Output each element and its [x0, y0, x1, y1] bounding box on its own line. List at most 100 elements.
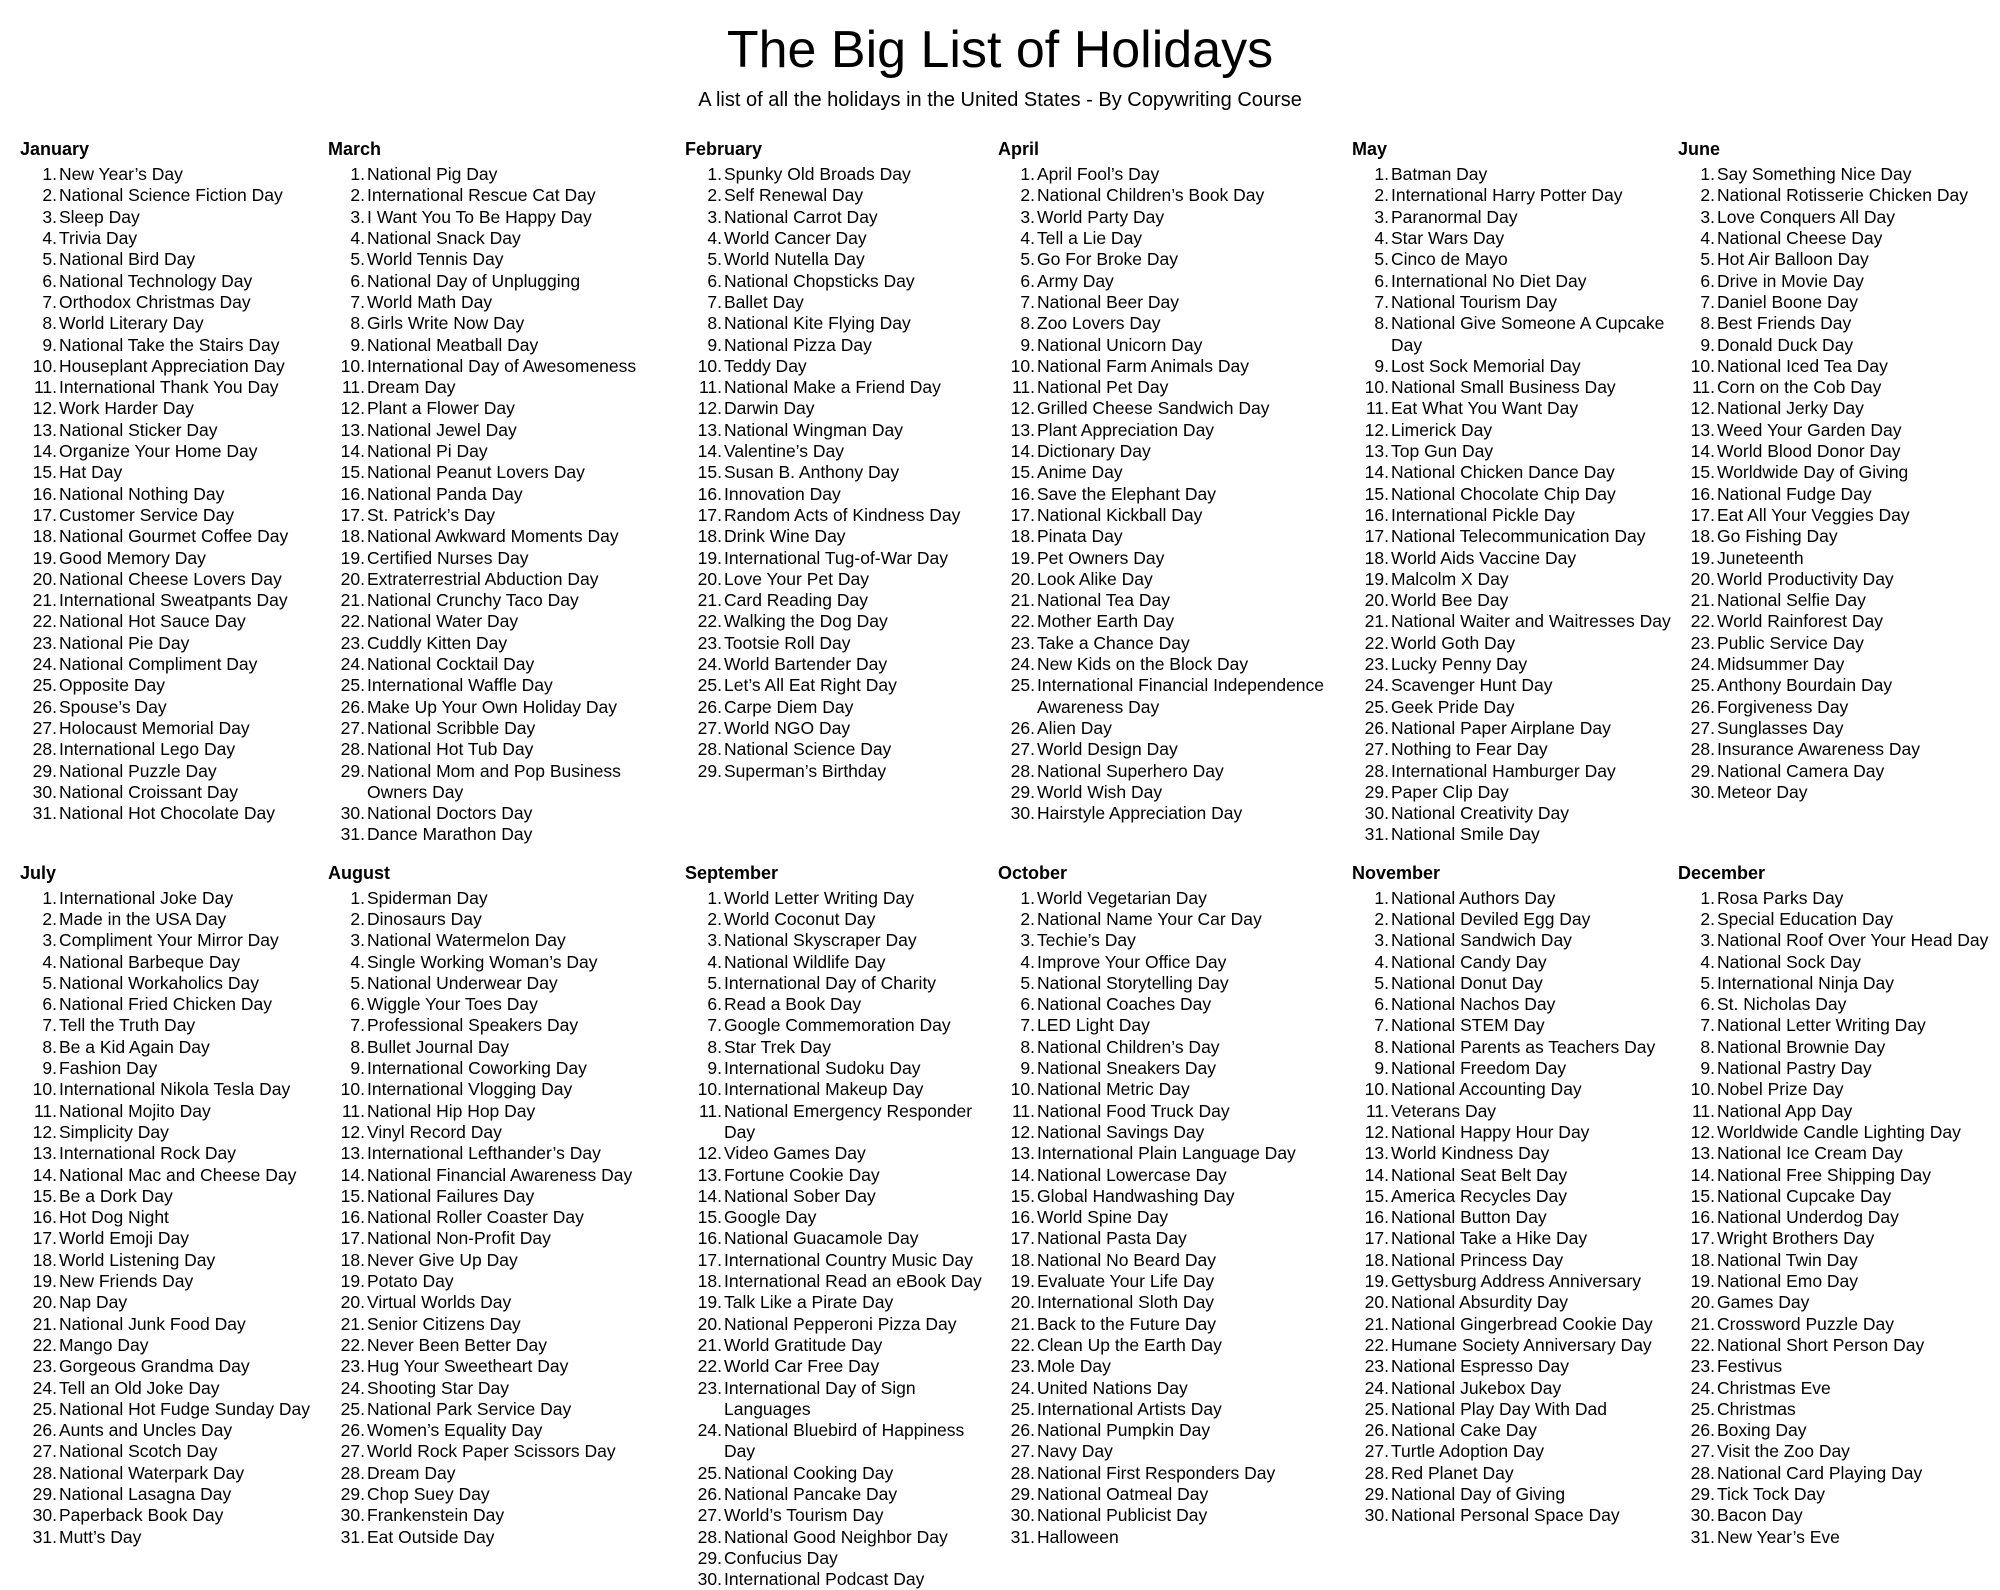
holiday-name: National Metric Day: [1037, 1079, 1190, 1100]
holiday-name: National Letter Writing Day: [1717, 1015, 1926, 1036]
holiday-name: New Year’s Eve: [1717, 1526, 1840, 1547]
holiday-item: 5. National Workaholics Day: [20, 973, 328, 994]
holiday-number: 22.: [1690, 1334, 1715, 1355]
holiday-name: National Day of Giving: [1391, 1484, 1566, 1504]
holiday-item: 10. National Metric Day: [998, 1079, 1352, 1100]
holiday-item: 5. Cinco de Mayo: [1352, 249, 1678, 270]
holiday-number: 4.: [1020, 228, 1035, 249]
holiday-name: International Nikola Tesla Day: [59, 1079, 291, 1100]
holiday-item: 12. National Happy Hour Day: [1352, 1122, 1678, 1143]
holiday-number: 15.: [1364, 1185, 1389, 1206]
holiday-name: National Pancake Day: [724, 1484, 898, 1504]
holiday-number: 9.: [707, 334, 722, 355]
holiday-item: 30. Paperback Book Day: [20, 1505, 328, 1526]
holiday-item: 12. Work Harder Day: [20, 398, 328, 419]
holiday-item: 22. National Short Person Day: [1678, 1335, 2000, 1356]
holiday-item: 26. Carpe Diem Day: [685, 697, 998, 718]
holiday-number: 3.: [1374, 930, 1389, 951]
holiday-name: International Plain Language Day: [1037, 1143, 1296, 1164]
holiday-name: Techie’s Day: [1037, 930, 1136, 951]
holiday-number: 2.: [350, 185, 365, 206]
holiday-number: 15.: [1690, 1185, 1715, 1206]
holiday-item: 3. National Sandwich Day: [1352, 930, 1678, 951]
holiday-name: Hot Air Balloon Day: [1717, 249, 1869, 270]
holiday-number: 11.: [33, 377, 57, 398]
holiday-name: International Sloth Day: [1037, 1292, 1215, 1313]
holiday-item: 19. Good Memory Day: [20, 548, 328, 569]
holiday-name: National Ice Cream Day: [1717, 1143, 1903, 1164]
holiday-item: 26. Women’s Equality Day: [328, 1420, 685, 1441]
holiday-name: International Rock Day: [59, 1143, 237, 1164]
holiday-number: 7.: [707, 291, 722, 312]
holiday-name: National Emo Day: [1717, 1271, 1859, 1292]
holiday-name: Lost Sock Memorial Day: [1391, 355, 1581, 376]
holiday-item: 8. National Children’s Day: [998, 1037, 1352, 1058]
holiday-number: 23.: [1010, 632, 1035, 653]
holiday-name: National Meatball Day: [367, 334, 539, 355]
holiday-name: Plant a Flower Day: [367, 398, 515, 419]
holiday-name: Tell an Old Joke Day: [59, 1377, 220, 1398]
holiday-number: 6.: [707, 270, 722, 291]
holiday-number: 13.: [697, 1164, 722, 1185]
holiday-number: 28.: [32, 1462, 57, 1483]
holiday-item: 3. Sleep Day: [20, 207, 328, 228]
holiday-name: World Nutella Day: [724, 249, 865, 270]
holiday-name: Superman’s Birthday: [724, 760, 887, 781]
holiday-item: 18. World Listening Day: [20, 1250, 328, 1271]
holiday-item: 13. National Ice Cream Day: [1678, 1143, 2000, 1164]
holiday-number: 29.: [1010, 1484, 1035, 1504]
holiday-name: International Sudoku Day: [724, 1058, 921, 1079]
holiday-item: 28. National Science Day: [685, 739, 998, 760]
holiday-item: 3. Compliment Your Mirror Day: [20, 930, 328, 951]
holiday-item: 7. National Beer Day: [998, 292, 1352, 313]
holiday-number: 2.: [42, 908, 57, 929]
holiday-name: Zoo Lovers Day: [1037, 313, 1161, 334]
month-column-july: July 1. International Joke Day 2. Made in th…: [20, 862, 328, 1548]
holiday-number: 3.: [42, 930, 57, 951]
holiday-name: LED Light Day: [1037, 1015, 1150, 1036]
holiday-number: 21.: [697, 1334, 722, 1355]
holiday-name: World Vegetarian Day: [1037, 887, 1207, 908]
holiday-item: 1. World Letter Writing Day: [685, 888, 998, 909]
holiday-name: National Jukebox Day: [1391, 1377, 1562, 1398]
holiday-item: 3. National Watermelon Day: [328, 930, 685, 951]
holiday-name: National Awkward Moments Day: [367, 526, 619, 547]
holiday-number: 8.: [1020, 1036, 1035, 1057]
holiday-name: Eat All Your Veggies Day: [1717, 504, 1910, 525]
holiday-number: 30.: [340, 803, 365, 824]
holiday-number: 22.: [32, 1334, 57, 1355]
holiday-item: 7. Professional Speakers Day: [328, 1015, 685, 1036]
holiday-name: National Pig Day: [367, 164, 498, 185]
holiday-name: Daniel Boone Day: [1717, 291, 1859, 312]
month-column-january: January 1. New Year’s Day 2. National Scienc…: [20, 138, 328, 824]
month-column-march: March 1. National Pig Day 2. International R…: [328, 138, 685, 846]
holiday-number: 11.: [341, 377, 365, 398]
holiday-name: Tell the Truth Day: [59, 1015, 196, 1036]
holiday-item: 2. World Coconut Day: [685, 909, 998, 930]
holiday-number: 23.: [340, 632, 365, 653]
holiday-item: 29. National Camera Day: [1678, 761, 2000, 782]
holiday-number: 8.: [350, 313, 365, 334]
holiday-name: Eat Outside Day: [367, 1526, 495, 1547]
holiday-name: National Savings Day: [1037, 1121, 1205, 1142]
holiday-number: 1.: [707, 164, 722, 185]
holiday-name: Dinosaurs Day: [367, 908, 482, 929]
holiday-number: 17.: [1364, 526, 1389, 547]
holiday-item: 22. Walking the Dog Day: [685, 611, 998, 632]
holiday-name: National Pi Day: [367, 441, 488, 462]
holiday-number: 28.: [32, 739, 57, 760]
holiday-number: 12.: [32, 398, 57, 419]
holiday-item: 4. Trivia Day: [20, 228, 328, 249]
holiday-list: 1. National Authors Day 2. National Deviled…: [1352, 888, 1678, 1527]
holiday-name: National Paper Airplane Day: [1391, 717, 1611, 738]
holiday-name: Public Service Day: [1717, 632, 1864, 653]
holiday-number: 4.: [1700, 951, 1715, 972]
holiday-number: 29.: [1690, 1484, 1715, 1504]
holiday-name: Virtual Worlds Day: [367, 1292, 512, 1313]
holiday-name: Limerick Day: [1391, 419, 1493, 440]
holiday-number: 5.: [1374, 972, 1389, 993]
holiday-item: 5. World Nutella Day: [685, 249, 998, 270]
holiday-item: 7. National Tourism Day: [1352, 292, 1678, 313]
holiday-name: National Financial Awareness Day: [367, 1164, 633, 1185]
holiday-item: 14. National Chicken Dance Day: [1352, 462, 1678, 483]
